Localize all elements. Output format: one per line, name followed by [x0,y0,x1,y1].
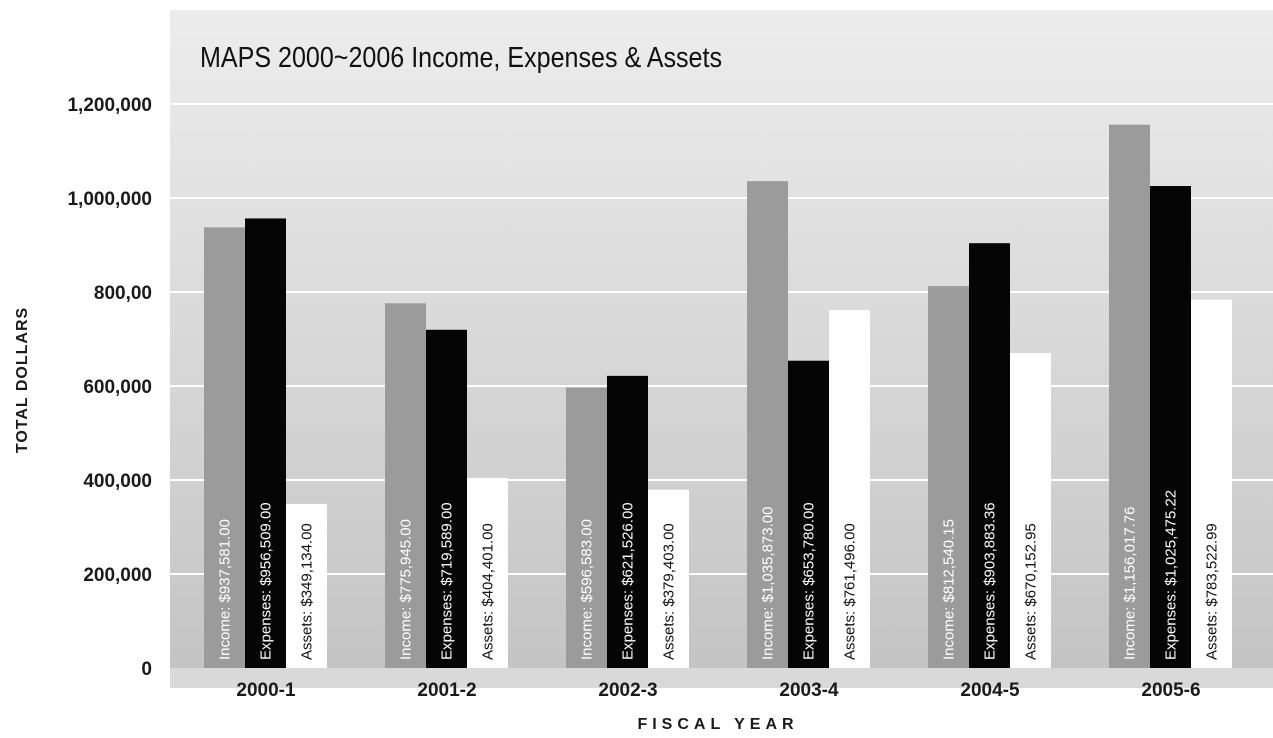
y-tick-label: 1,200,000 [67,95,152,116]
bar [566,387,607,668]
y-axis-ticks: 0 200,000 400,000 600,000 800,00 1,000,000 1,2… [67,95,152,680]
bar [928,286,969,668]
gridlines [170,103,1273,575]
x-axis-ticks: 2000-1 2001-2 2002-3 2003-4 2004-5 2005-6 [236,680,1200,701]
bars: Income: $937,581.00 Expenses: $956,509.00… [204,124,1232,669]
bar-value-label: Income: $937,581.00 [217,519,234,660]
bar [1150,186,1191,668]
bar-value-label: Expenses: $719,589.00 [439,502,456,660]
bar-value-label: Assets: $761,496.00 [842,523,859,660]
bar-value-label: Income: $1,156,017.76 [1122,507,1139,660]
x-tick-label: 2005-6 [1141,680,1200,701]
bar [607,375,648,668]
bar [829,310,870,668]
y-tick-label: 600,000 [83,377,152,398]
x-tick-label: 2004-5 [960,680,1020,701]
x-tick-label: 2001-2 [417,680,476,701]
plot-background [170,10,1273,670]
y-axis-title: TOTAL DOLLARS [14,307,31,453]
bar [969,243,1010,669]
bar [426,329,467,668]
bar [648,489,689,668]
bar [1109,124,1150,669]
bar-value-label: Expenses: $1,025,475.22 [1163,490,1180,660]
bar-value-label: Income: $775,945.00 [398,519,415,660]
bar-value-label: Assets: $783,522.99 [1204,523,1221,660]
bar-value-label: Income: $812,540.15 [941,519,958,660]
bar-value-label: Assets: $379,403.00 [661,523,678,660]
bar-value-label: Expenses: $653,780.00 [801,502,818,660]
y-tick-label: 800,00 [94,283,152,304]
bar-value-label: Assets: $670,152.95 [1023,523,1040,660]
y-tick-label: 1,000,000 [67,189,152,210]
bar [245,218,286,668]
y-tick-label: 400,000 [83,471,152,492]
bar-value-label: Income: $1,035,873.00 [760,507,777,660]
bar-value-label: Expenses: $956,509.00 [258,502,275,660]
bar [1010,353,1051,668]
bar-value-label: Expenses: $621,526.00 [620,502,637,660]
bar [204,227,245,669]
bar [467,477,508,668]
bar [286,503,327,668]
bar-value-label: Assets: $404,401.00 [480,523,497,660]
y-tick-label: 0 [141,659,152,680]
y-tick-label: 200,000 [83,565,152,586]
bar [385,303,426,668]
x-axis-title: FISCAL YEAR [637,716,798,733]
plot-floor [170,668,1273,688]
bar-value-label: Expenses: $903,883.36 [982,502,999,660]
bar [747,181,788,668]
x-tick-label: 2002-3 [598,680,657,701]
bar-value-label: Income: $596,583.00 [579,519,596,660]
bar [788,360,829,668]
bar-value-label: Assets: $349,134.00 [299,523,316,660]
x-tick-label: 2003-4 [779,680,839,701]
x-tick-label: 2000-1 [236,680,296,701]
bar [1191,299,1232,668]
chart-title: MAPS 2000~2006 Income, Expenses & Assets [200,42,722,74]
